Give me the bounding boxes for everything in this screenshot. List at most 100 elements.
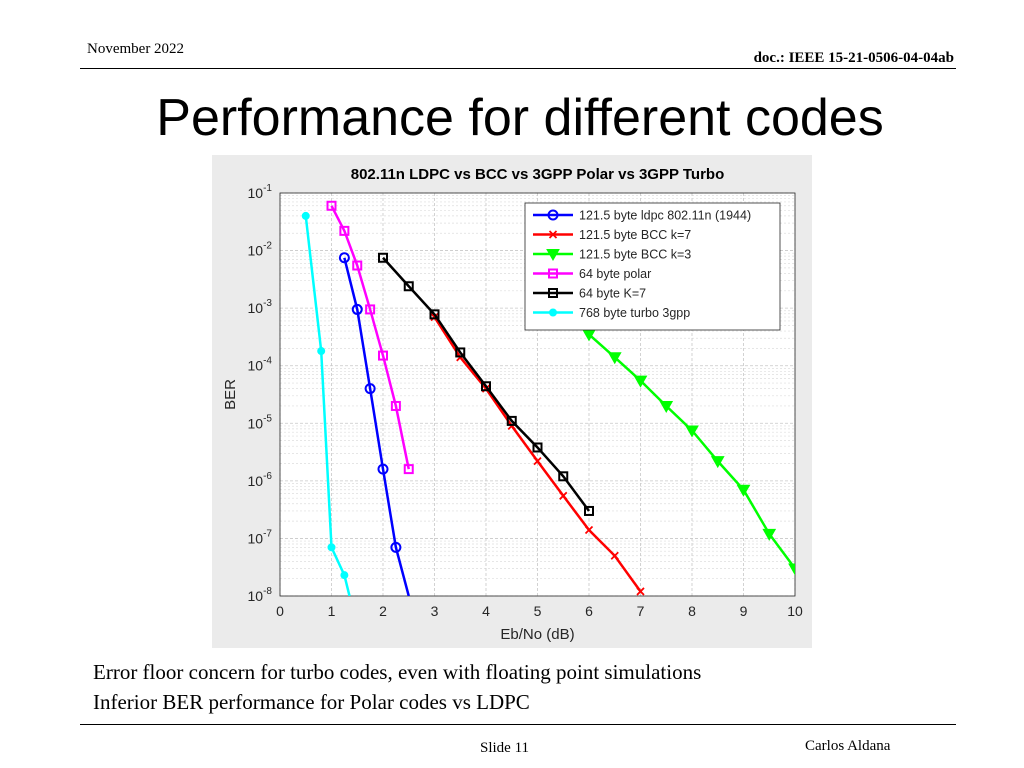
data-point [685, 425, 699, 438]
data-point [558, 471, 569, 482]
legend-label: 121.5 byte BCC k=7 [579, 228, 691, 242]
data-point [339, 225, 350, 236]
legend-label: 768 byte turbo 3gpp [579, 306, 690, 320]
ber-chart: 0 1 2 3 4 5 6 7 8 9 10 10-1 10-2 10-3 10-4 10-5 10-6 10-7… [212, 155, 812, 648]
data-point [390, 400, 401, 411]
data-point [377, 463, 389, 475]
data-point [584, 525, 594, 535]
data-point [607, 352, 622, 365]
data-point [559, 491, 568, 500]
header-divider [80, 68, 956, 69]
data-point [403, 464, 414, 475]
x-tick-label: 9 [740, 603, 748, 619]
chart-svg: 0 1 2 3 4 5 6 7 8 9 10 10-1 10-2 10-3 10-4 10-5 10-6 10-7… [222, 166, 803, 643]
legend-marker [548, 268, 558, 279]
slide-number: Slide 11 [480, 740, 530, 756]
x-tick-label: 1 [328, 603, 336, 619]
marker-stroke [636, 587, 645, 596]
data-point [338, 252, 350, 264]
x-tick-label: 4 [482, 603, 490, 619]
data-point [378, 252, 388, 263]
data-point [365, 304, 376, 315]
marker-stroke [430, 312, 439, 322]
y-tick-label: 10-3 [248, 298, 273, 316]
data-point [390, 541, 402, 553]
header-date: November 2022 [87, 41, 185, 57]
legend-marker [548, 288, 558, 298]
y-tick-label: 10-5 [248, 413, 273, 431]
legend-box [524, 202, 781, 331]
y-tick-label: 10-4 [248, 356, 273, 374]
author: Carlos Aldana [805, 738, 891, 754]
data-point [481, 381, 491, 392]
series-line [382, 256, 591, 512]
footer-divider [80, 724, 956, 725]
marker-stroke [610, 551, 619, 560]
x-axis-label: Eb/No (dB) [500, 626, 574, 643]
data-point [327, 543, 336, 552]
series-5 [301, 211, 351, 596]
y-tick-label: 10-7 [248, 528, 273, 546]
chart-title: 802.11n LDPC vs BCC vs 3GPP Polar vs 3GP… [351, 166, 725, 183]
data-point [584, 505, 594, 516]
marker-stroke [548, 230, 558, 239]
series-1 [430, 312, 645, 596]
data-point [633, 375, 648, 388]
data-point [378, 350, 388, 361]
legend-marker [546, 249, 560, 262]
header-doc-id: doc.: IEEE 15-21-0506-04-04ab [753, 50, 954, 66]
y-tick-label: 10-8 [248, 586, 273, 604]
series-3 [326, 200, 414, 475]
x-tick-label: 8 [688, 603, 696, 619]
legend-marker [549, 308, 557, 317]
legend-label: 121.5 byte BCC k=3 [579, 248, 691, 262]
note-line: Error floor concern for turbo codes, eve… [93, 660, 702, 684]
y-tick-label: 10-2 [248, 241, 273, 259]
data-point [326, 200, 337, 211]
series-4 [378, 252, 594, 516]
data-point [506, 415, 517, 426]
slide-title: Performance for different codes [156, 89, 884, 147]
data-point [429, 309, 440, 320]
x-tick-label: 5 [534, 603, 542, 619]
data-point [364, 383, 376, 395]
data-point [659, 400, 674, 413]
series-2 [582, 329, 795, 576]
x-tick-label: 2 [379, 603, 387, 619]
y-tick-label: 10-6 [248, 471, 273, 489]
data-point [455, 347, 466, 358]
note-line: Inferior BER performance for Polar codes… [93, 690, 530, 714]
axes-box [279, 192, 796, 597]
data-point [351, 303, 363, 315]
data-point [317, 347, 326, 356]
series-line [343, 257, 410, 596]
data-point [636, 587, 645, 596]
legend-label: 64 byte K=7 [579, 287, 646, 301]
legend: 121.5 byte ldpc 802.11n (1944) 121.5 byte… [524, 202, 781, 331]
data-point [788, 563, 795, 576]
x-tick-label: 7 [637, 603, 645, 619]
data-point [610, 551, 619, 560]
data-point [352, 260, 363, 271]
notes: Error floor concern for turbo codes, eve… [93, 657, 701, 717]
series-line [330, 205, 410, 470]
legend-label: 121.5 byte ldpc 802.11n (1944) [579, 209, 751, 223]
x-tick-label: 0 [276, 603, 284, 619]
x-tick-label: 6 [585, 603, 593, 619]
legend-marker [547, 209, 559, 221]
data-point [340, 571, 349, 580]
legend-marker [548, 230, 558, 239]
data-point [736, 484, 751, 497]
x-tick-label: 10 [787, 603, 803, 619]
x-tick-label: 3 [431, 603, 439, 619]
y-axis-label: BER [222, 379, 239, 410]
data-point [403, 281, 414, 292]
data-point [532, 442, 543, 453]
data-point [762, 528, 777, 541]
marker-stroke [584, 525, 594, 535]
legend-label: 64 byte polar [579, 267, 651, 281]
data-point [710, 456, 725, 469]
series-0 [338, 252, 410, 596]
data-point [301, 211, 310, 220]
marker-stroke [559, 491, 568, 500]
